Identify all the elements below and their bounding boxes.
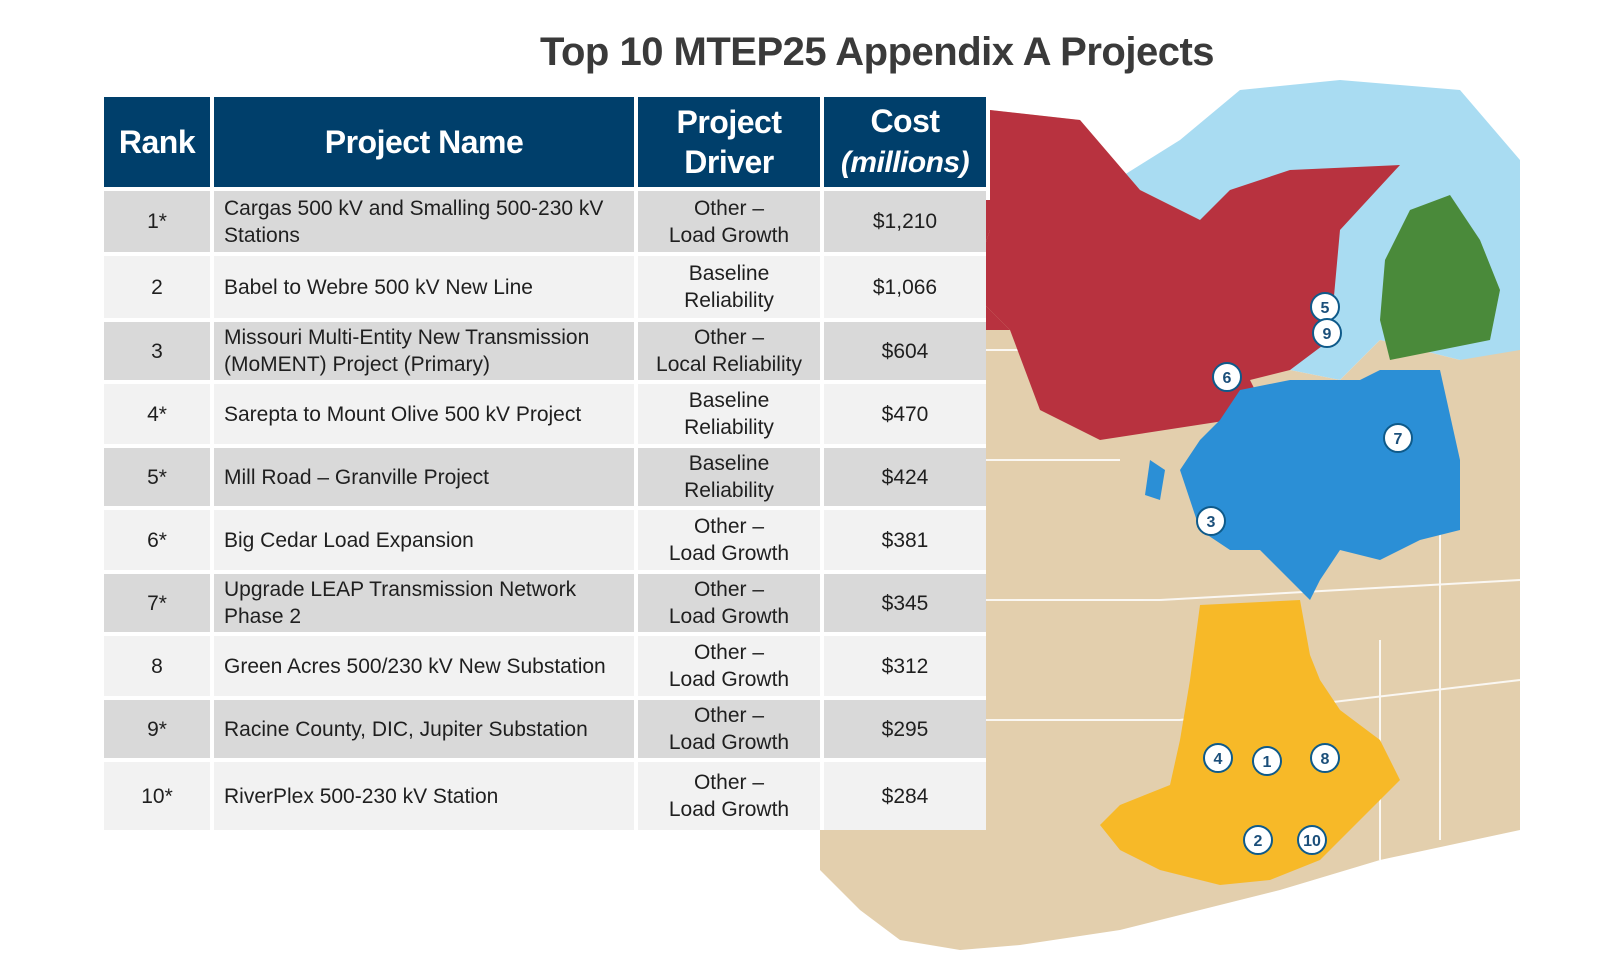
cost-cell: $424 — [822, 444, 986, 508]
table-row: 8 Green Acres 500/230 kV New Substation … — [104, 632, 986, 698]
project-name-cell: Cargas 500 kV and Smalling 500-230 kV St… — [212, 187, 638, 254]
project-driver-cell: Other – Load Growth — [636, 758, 824, 830]
table-row: 4* Sarepta to Mount Olive 500 kV Project… — [104, 380, 986, 446]
table-row: 10* RiverPlex 500-230 kV Station Other –… — [104, 758, 986, 830]
rank-cell: 2 — [104, 252, 214, 320]
svg-text:10: 10 — [1303, 833, 1321, 850]
cost-cell: $604 — [822, 318, 986, 382]
page-title: Top 10 MTEP25 Appendix A Projects — [540, 30, 1215, 74]
project-markers: 1 2 3 4 5 6 7 8 9 10 — [1196, 292, 1413, 855]
rank-cell: 3 — [104, 318, 214, 382]
michigan-region — [1380, 195, 1500, 360]
project-name-cell: Big Cedar Load Expansion — [212, 506, 638, 572]
table-row: 2 Babel to Webre 500 kV New Line Baselin… — [104, 252, 986, 320]
cost-header: Cost (millions) — [822, 97, 986, 189]
marker-9[interactable]: 9 — [1312, 318, 1342, 348]
rank-cell: 7* — [104, 570, 214, 634]
project-name-cell: Mill Road – Granville Project — [212, 444, 638, 508]
svg-text:7: 7 — [1394, 431, 1403, 448]
svg-text:4: 4 — [1214, 751, 1223, 768]
marker-1[interactable]: 1 — [1252, 746, 1282, 776]
rank-cell: 6* — [104, 506, 214, 572]
cost-cell: $284 — [822, 758, 986, 830]
project-name-cell: Missouri Multi-Entity New Transmission (… — [212, 318, 638, 382]
project-driver-cell: Other – Load Growth — [636, 187, 824, 254]
marker-8[interactable]: 8 — [1310, 743, 1340, 773]
table-row: 5* Mill Road – Granville Project Baselin… — [104, 444, 986, 508]
rank-cell: 5* — [104, 444, 214, 508]
project-driver-cell: Other – Load Growth — [636, 506, 824, 572]
project-driver-cell: Baseline Reliability — [636, 380, 824, 446]
project-name-cell: RiverPlex 500-230 kV Station — [212, 758, 638, 830]
table-row: 7* Upgrade LEAP Transmission Network Pha… — [104, 570, 986, 634]
cost-cell: $470 — [822, 380, 986, 446]
project-name-cell: Green Acres 500/230 kV New Substation — [212, 632, 638, 698]
rank-cell: 8 — [104, 632, 214, 698]
svg-text:1: 1 — [1263, 754, 1272, 771]
svg-text:5: 5 — [1321, 300, 1330, 317]
project-driver-header: Project Driver — [636, 97, 824, 189]
rank-cell: 10* — [104, 758, 214, 830]
project-name-cell: Upgrade LEAP Transmission Network Phase … — [212, 570, 638, 634]
marker-5[interactable]: 5 — [1310, 292, 1340, 322]
marker-2[interactable]: 2 — [1243, 825, 1273, 855]
project-name-cell: Racine County, DIC, Jupiter Substation — [212, 696, 638, 760]
table-row: 3 Missouri Multi-Entity New Transmission… — [104, 318, 986, 382]
svg-text:8: 8 — [1321, 751, 1330, 768]
table-row: 6* Big Cedar Load Expansion Other – Load … — [104, 506, 986, 572]
project-name-cell: Babel to Webre 500 kV New Line — [212, 252, 638, 320]
cost-cell: $1,210 — [822, 187, 986, 254]
rank-header: Rank — [104, 97, 214, 189]
project-name-header: Project Name — [212, 97, 638, 189]
table-row: 9* Racine County, DIC, Jupiter Substatio… — [104, 696, 986, 760]
cost-cell: $312 — [822, 632, 986, 698]
cost-cell: $381 — [822, 506, 986, 572]
project-driver-cell: Other – Local Reliability — [636, 318, 824, 382]
cost-cell: $1,066 — [822, 252, 986, 320]
marker-7[interactable]: 7 — [1383, 423, 1413, 453]
project-driver-cell: Other – Load Growth — [636, 632, 824, 698]
projects-table: Rank Project Name Project Driver Cost (mil… — [104, 97, 986, 830]
south-region — [1100, 600, 1400, 885]
north-region — [820, 110, 1400, 440]
svg-text:2: 2 — [1254, 833, 1263, 850]
project-driver-cell: Baseline Reliability — [636, 252, 824, 320]
rank-cell: 9* — [104, 696, 214, 760]
svg-text:6: 6 — [1223, 370, 1232, 387]
marker-6[interactable]: 6 — [1212, 362, 1242, 392]
marker-4[interactable]: 4 — [1203, 743, 1233, 773]
cost-cell: $295 — [822, 696, 986, 760]
table-row: 1* Cargas 500 kV and Smalling 500-230 kV… — [104, 187, 986, 254]
rank-cell: 1* — [104, 187, 214, 254]
svg-text:9: 9 — [1323, 326, 1332, 343]
svg-text:3: 3 — [1207, 514, 1216, 531]
rank-cell: 4* — [104, 380, 214, 446]
central-region-west — [1145, 460, 1165, 500]
project-driver-cell: Other – Load Growth — [636, 696, 824, 760]
marker-3[interactable]: 3 — [1196, 506, 1226, 536]
project-driver-cell: Baseline Reliability — [636, 444, 824, 508]
cost-cell: $345 — [822, 570, 986, 634]
project-driver-cell: Other – Load Growth — [636, 570, 824, 634]
project-name-cell: Sarepta to Mount Olive 500 kV Project — [212, 380, 638, 446]
marker-10[interactable]: 10 — [1297, 825, 1327, 855]
